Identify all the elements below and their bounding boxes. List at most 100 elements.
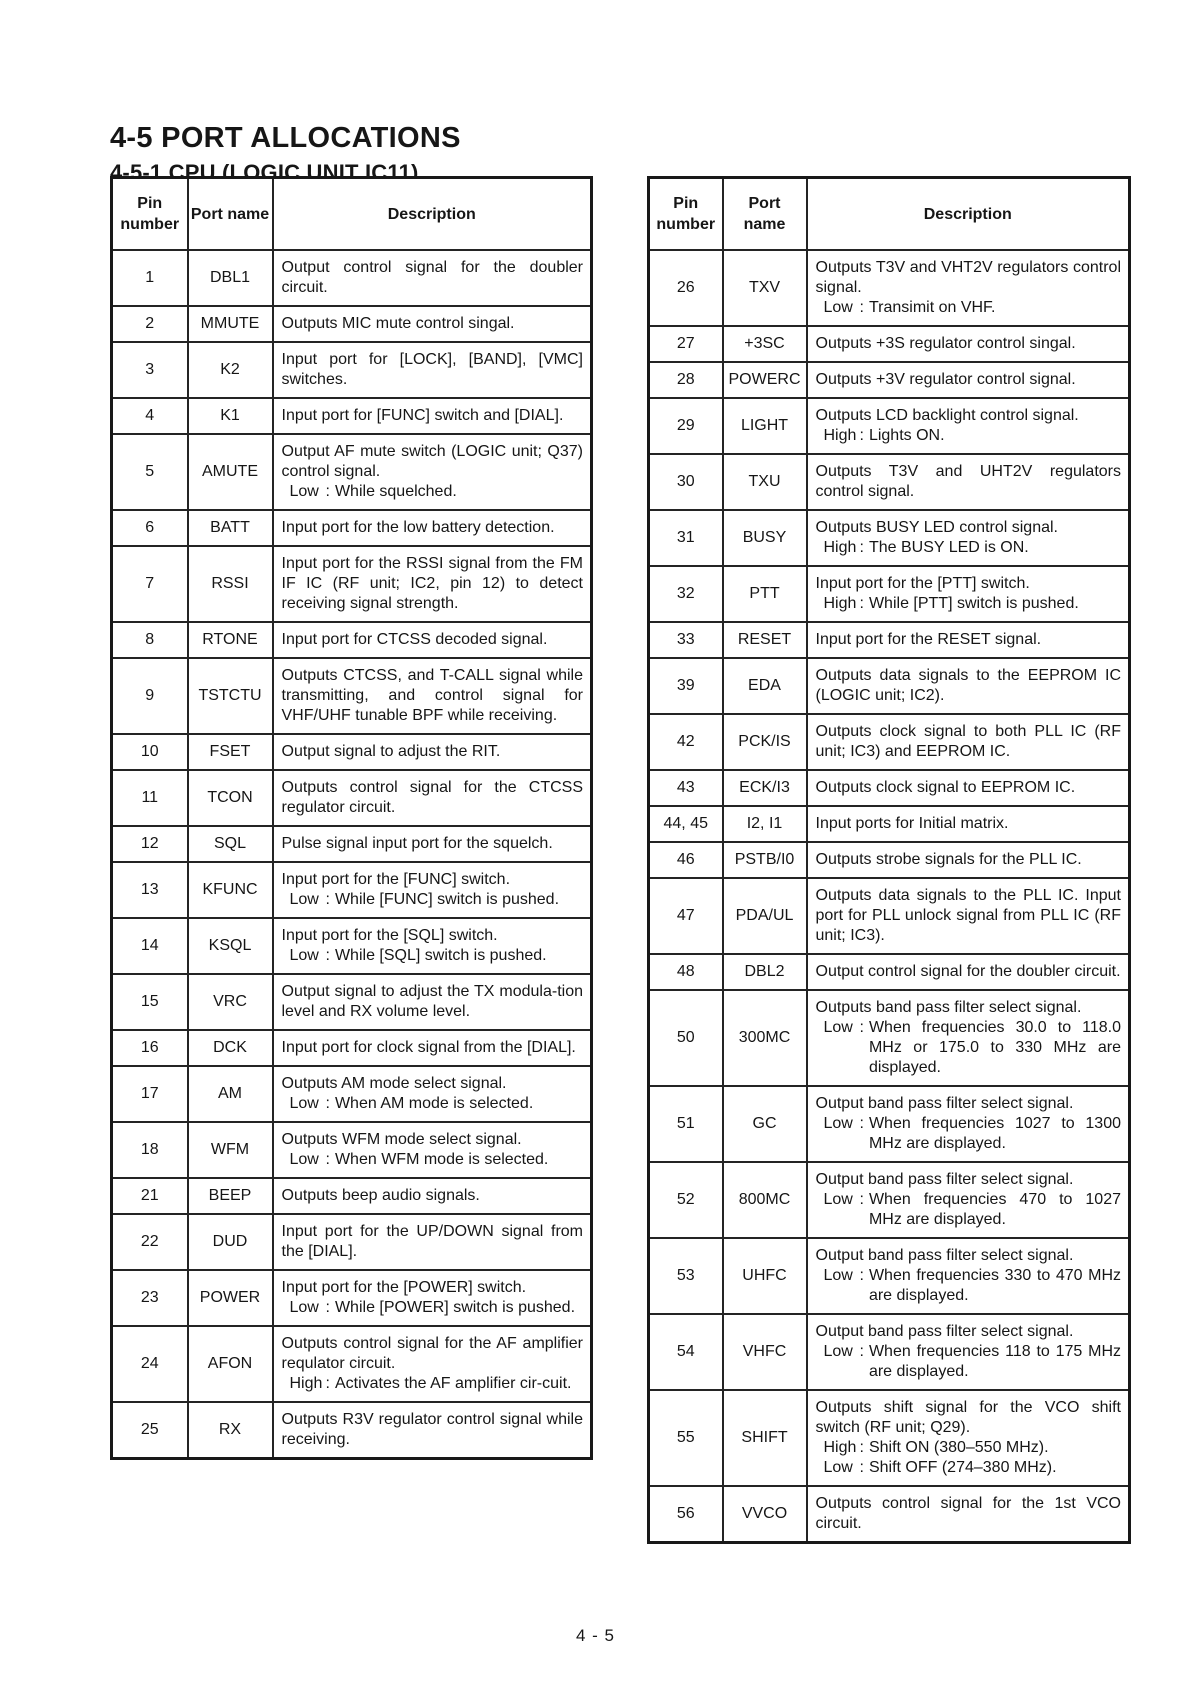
- table-row: 55 SHIFT Outputs shift signal for the VCO …: [647, 1389, 1131, 1487]
- condition-colon: :: [325, 1375, 330, 1392]
- description-cell: Output AF mute switch (LOGIC unit; Q37) …: [271, 433, 593, 511]
- description-cell: Outputs T3V and VHT2V regulators control…: [805, 249, 1131, 327]
- description-cell: Input port for the low battery detection…: [271, 509, 593, 547]
- table-row: 50 300MC Outputs band pass filter select s…: [647, 989, 1131, 1087]
- pin-number-cell: 1: [110, 249, 189, 307]
- pin-number-cell: 15: [110, 973, 189, 1031]
- table-row: 54 VHFC Output band pass filter select sig…: [647, 1313, 1131, 1391]
- table-row: 28 POWERC Outputs +3V regulator control si…: [647, 361, 1131, 399]
- condition-text: When frequencies 470 to 1027 MHz are dis…: [868, 1191, 1121, 1228]
- port-name-cell: PCK/IS: [721, 713, 808, 771]
- description-text: Outputs T3V and UHT2V regulators control…: [815, 463, 1122, 500]
- description-cell: Output signal to adjust the RIT.: [271, 733, 593, 771]
- pin-number-cell: 39: [647, 657, 724, 715]
- condition-text: Lights ON.: [868, 427, 945, 444]
- table-header-row: Pin number Port name Description: [110, 176, 593, 251]
- table-row: 12 SQL Pulse signal input port for the squ…: [110, 825, 593, 863]
- condition-line: Low: When frequencies 118 to 175 MHz are …: [816, 1342, 1122, 1382]
- pin-number-cell: 18: [110, 1121, 189, 1179]
- port-name-cell: POWERC: [721, 361, 808, 399]
- description-text: Output band pass filter select signal.: [815, 1247, 1074, 1264]
- header-pin-number: Pin number: [647, 176, 724, 251]
- description-text: Input port for [FUNC] switch and [DIAL].: [281, 407, 564, 424]
- description-cell: Outputs MIC mute control singal.: [271, 305, 593, 343]
- port-name-cell: FSET: [186, 733, 274, 771]
- table-row: 24 AFON Outputs control signal for the AF …: [110, 1325, 593, 1403]
- page-number: 4 - 5: [575, 1626, 616, 1645]
- condition-colon: :: [859, 299, 864, 316]
- port-name-cell: DUD: [186, 1213, 274, 1271]
- condition-colon: :: [859, 595, 864, 612]
- table-row: 1 DBL1 Output control signal for the doubl…: [110, 249, 593, 307]
- pin-number-cell: 23: [110, 1269, 189, 1327]
- condition-line: High: While [PTT] switch is pushed.: [816, 594, 1122, 614]
- description-cell: Outputs WFM mode select signal. Low: When …: [271, 1121, 593, 1179]
- header-description: Description: [805, 176, 1131, 251]
- pin-number-cell: 16: [110, 1029, 189, 1067]
- description-cell: Input port for [FUNC] switch and [DIAL].: [271, 397, 593, 435]
- condition-colon: :: [859, 1439, 864, 1456]
- port-name-cell: UHFC: [721, 1237, 808, 1315]
- description-cell: Outputs shift signal for the VCO shift s…: [805, 1389, 1131, 1487]
- condition-label: High: [823, 1439, 857, 1456]
- port-name-cell: RSSI: [186, 545, 274, 623]
- table-row: 8 RTONE Input port for CTCSS decoded signa…: [110, 621, 593, 659]
- pin-number-cell: 3: [110, 341, 189, 399]
- description-text: Outputs band pass filter select signal.: [815, 999, 1082, 1016]
- condition-text: Transimit on VHF.: [868, 299, 996, 316]
- pin-number-cell: 32: [647, 565, 724, 623]
- condition-line: High: The BUSY LED is ON.: [816, 538, 1122, 558]
- description-cell: Outputs data signals to the PLL IC. Inpu…: [805, 877, 1131, 955]
- pin-number-cell: 28: [647, 361, 724, 399]
- pin-number-cell: 6: [110, 509, 189, 547]
- pin-number-cell: 31: [647, 509, 724, 567]
- table-row: 25 RX Outputs R3V regulator control signal…: [110, 1401, 593, 1460]
- pin-number-cell: 17: [110, 1065, 189, 1123]
- description-cell: Outputs clock signal to both PLL IC (RF …: [805, 713, 1131, 771]
- description-text: Output band pass filter select signal.: [815, 1323, 1074, 1340]
- table-row: 26 TXV Outputs T3V and VHT2V regulators co…: [647, 249, 1131, 327]
- description-text: Outputs beep audio signals.: [281, 1187, 480, 1204]
- pin-number-cell: 26: [647, 249, 724, 327]
- header-description: Description: [271, 176, 593, 251]
- description-text: Output signal to adjust the TX modula-ti…: [281, 983, 584, 1020]
- description-text: Outputs clock signal to both PLL IC (RF …: [815, 723, 1122, 760]
- condition-label: High: [823, 595, 857, 612]
- condition-label: Low: [289, 483, 319, 500]
- pin-number-cell: 12: [110, 825, 189, 863]
- table-row: 39 EDA Outputs data signals to the EEPROM …: [647, 657, 1131, 715]
- condition-text: Shift OFF (274–380 MHz).: [868, 1459, 1057, 1476]
- description-text: Input port for the [PTT] switch.: [815, 575, 1030, 592]
- pin-number-cell: 11: [110, 769, 189, 827]
- description-cell: Input port for the UP/DOWN signal from t…: [271, 1213, 593, 1271]
- condition-label: Low: [289, 1299, 319, 1316]
- condition-line: High: Activates the AF amplifier cir-cuit…: [282, 1374, 584, 1394]
- description-cell: Outputs +3V regulator control signal.: [805, 361, 1131, 399]
- pin-number-cell: 27: [647, 325, 724, 363]
- description-text: Outputs T3V and VHT2V regulators control…: [815, 259, 1122, 296]
- table-row: 46 PSTB/I0 Outputs strobe signals for the …: [647, 841, 1131, 879]
- condition-label: Low: [823, 1019, 853, 1036]
- cpu-port-table-right: Pin number Port name Description 26 TXV Ou…: [647, 176, 1131, 1544]
- condition-text: Activates the AF amplifier cir-cuit.: [334, 1375, 572, 1392]
- description-text: Input port for [LOCK], [BAND], [VMC] swi…: [281, 351, 584, 388]
- description-cell: Output band pass filter select signal. Lo…: [805, 1085, 1131, 1163]
- port-name-cell: DBL1: [186, 249, 274, 307]
- description-text: Outputs control signal for the AF amplif…: [281, 1335, 584, 1372]
- description-cell: Outputs AM mode select signal. Low: When A…: [271, 1065, 593, 1123]
- condition-colon: :: [859, 1343, 864, 1360]
- description-text: Input port for the low battery detection…: [281, 519, 555, 536]
- condition-colon: :: [325, 947, 330, 964]
- condition-colon: :: [859, 1019, 864, 1036]
- port-name-cell: BUSY: [721, 509, 808, 567]
- table-row: 23 POWER Input port for the [POWER] switch…: [110, 1269, 593, 1327]
- description-cell: Outputs BUSY LED control signal. High: The…: [805, 509, 1131, 567]
- condition-label: Low: [289, 1151, 319, 1168]
- description-text: Outputs R3V regulator control signal whi…: [281, 1411, 584, 1448]
- description-text: Outputs +3V regulator control signal.: [815, 371, 1076, 388]
- port-name-cell: PSTB/I0: [721, 841, 808, 879]
- port-name-cell: DBL2: [721, 953, 808, 991]
- header-port-name: Port name: [186, 176, 274, 251]
- port-name-cell: VRC: [186, 973, 274, 1031]
- description-cell: Input port for the RSSI signal from the …: [271, 545, 593, 623]
